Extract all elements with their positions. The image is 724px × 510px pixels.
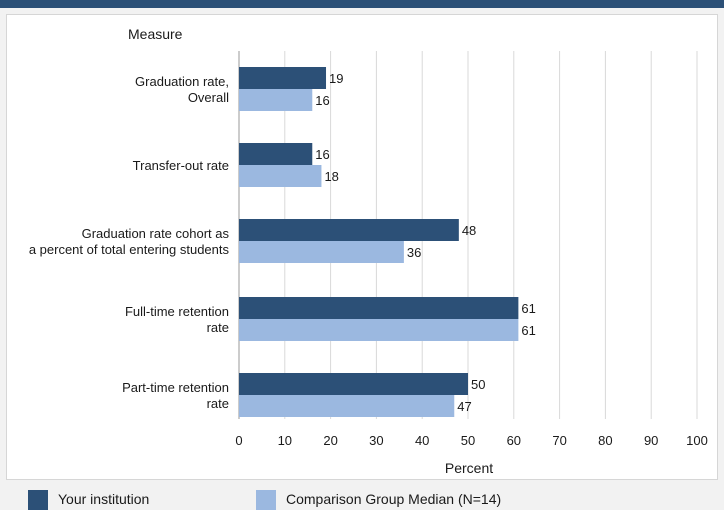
legend: Your institution Comparison Group Median… [0, 484, 724, 510]
category-label: Full-time retention rate [125, 304, 229, 335]
bar-value-label: 19 [329, 71, 343, 86]
bar-comparison-median [239, 319, 519, 341]
bar-your-institution [239, 143, 313, 165]
bar-value-label: 61 [521, 301, 535, 316]
legend-label: Your institution [58, 491, 150, 507]
x-tick-label: 60 [507, 433, 521, 448]
category-label: Graduation rate, Overall [135, 74, 229, 105]
bar-value-label: 16 [315, 147, 329, 162]
header-accent-bar [0, 0, 724, 8]
x-tick-label: 70 [552, 433, 566, 448]
x-tick-label: 50 [461, 433, 475, 448]
bar-value-label: 48 [462, 223, 476, 238]
chart-panel: 0 10 20 30 40 50 60 70 80 90 100 Graduation rate, O… [6, 14, 718, 480]
bar-your-institution [239, 67, 327, 89]
x-tick-label: 90 [644, 433, 658, 448]
x-tick-label: 40 [415, 433, 429, 448]
x-axis: 0 10 20 30 40 50 60 70 80 90 100 [235, 51, 708, 448]
x-tick-label: 20 [323, 433, 337, 448]
bar-value-label: 36 [407, 245, 421, 260]
bar-value-label: 18 [324, 169, 338, 184]
y-axis-title: Measure [128, 26, 183, 42]
bar-your-institution [239, 219, 459, 241]
category-label: Part-time retention rate [122, 380, 229, 411]
bar-comparison-median [239, 165, 322, 187]
bar-your-institution [239, 373, 468, 395]
legend-swatch [256, 490, 276, 510]
category-label: Transfer-out rate [133, 158, 229, 173]
category-labels: Graduation rate, Overall Transfer-out rate… [29, 74, 230, 411]
x-tick-label: 80 [598, 433, 612, 448]
bar-comparison-median [239, 241, 404, 263]
bar-chart: 0 10 20 30 40 50 60 70 80 90 100 Graduation rate, O… [29, 26, 708, 476]
bar-comparison-median [239, 89, 313, 111]
x-tick-label: 100 [686, 433, 708, 448]
x-tick-label: 0 [235, 433, 242, 448]
legend-swatch [28, 490, 48, 510]
bar-value-label: 50 [471, 377, 485, 392]
legend-label: Comparison Group Median (N=14) [286, 491, 502, 507]
x-tick-label: 10 [278, 433, 292, 448]
category-label: Graduation rate cohort as a percent of to… [29, 226, 230, 257]
bar-value-label: 16 [315, 93, 329, 108]
bar-comparison-median [239, 395, 455, 417]
bar-value-label: 61 [521, 323, 535, 338]
bar-value-label: 47 [457, 399, 471, 414]
x-axis-title: Percent [445, 460, 493, 476]
x-tick-label: 30 [369, 433, 383, 448]
bar-your-institution [239, 297, 519, 319]
